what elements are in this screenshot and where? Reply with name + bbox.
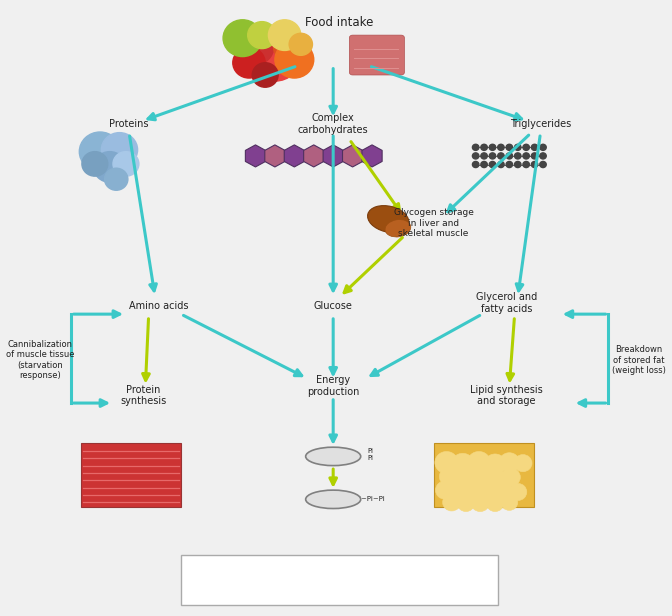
Circle shape xyxy=(458,496,474,512)
Text: Amino acids: Amino acids xyxy=(128,301,188,310)
Circle shape xyxy=(275,41,314,78)
Circle shape xyxy=(489,153,496,159)
Circle shape xyxy=(523,161,530,168)
Circle shape xyxy=(523,144,530,150)
Circle shape xyxy=(479,483,499,501)
Circle shape xyxy=(82,152,108,176)
Circle shape xyxy=(472,153,479,159)
Circle shape xyxy=(515,144,521,150)
Text: ATP: ATP xyxy=(325,495,341,504)
Circle shape xyxy=(93,152,126,182)
Circle shape xyxy=(481,153,487,159)
Circle shape xyxy=(435,452,458,474)
Text: Pi~Pi~Pi: Pi~Pi~Pi xyxy=(356,496,386,502)
Circle shape xyxy=(506,161,513,168)
Text: Protein
synthesis: Protein synthesis xyxy=(120,385,167,407)
Circle shape xyxy=(493,482,513,500)
Text: Anabolic
reactions: Anabolic reactions xyxy=(411,570,450,590)
Ellipse shape xyxy=(306,490,361,509)
Circle shape xyxy=(506,144,513,150)
Circle shape xyxy=(249,32,301,81)
Circle shape xyxy=(540,161,546,168)
Circle shape xyxy=(501,468,520,487)
Circle shape xyxy=(523,153,530,159)
Text: Triglycerides: Triglycerides xyxy=(510,119,571,129)
Circle shape xyxy=(498,153,504,159)
Circle shape xyxy=(467,452,491,474)
Circle shape xyxy=(105,168,128,190)
Ellipse shape xyxy=(385,219,411,237)
Text: ADP: ADP xyxy=(324,452,342,461)
FancyBboxPatch shape xyxy=(181,555,499,606)
Circle shape xyxy=(481,144,487,150)
Circle shape xyxy=(274,34,302,61)
Circle shape xyxy=(101,132,138,167)
Text: Energy
production: Energy production xyxy=(307,375,360,397)
Circle shape xyxy=(532,161,538,168)
FancyBboxPatch shape xyxy=(433,443,534,508)
Circle shape xyxy=(472,161,479,168)
Circle shape xyxy=(532,153,538,159)
Circle shape xyxy=(540,144,546,150)
Text: Breakdown
of stored fat
(weight loss): Breakdown of stored fat (weight loss) xyxy=(612,345,666,375)
Circle shape xyxy=(515,153,521,159)
Text: Glycerol and
fatty acids: Glycerol and fatty acids xyxy=(476,293,538,314)
Circle shape xyxy=(439,467,460,487)
Circle shape xyxy=(498,144,504,150)
Circle shape xyxy=(113,152,139,176)
Text: Glycogen storage
in liver and
skeletal muscle: Glycogen storage in liver and skeletal m… xyxy=(394,208,474,238)
Circle shape xyxy=(443,494,461,511)
Circle shape xyxy=(481,161,487,168)
Circle shape xyxy=(489,161,496,168)
Circle shape xyxy=(248,22,276,49)
Circle shape xyxy=(449,482,470,502)
Circle shape xyxy=(499,453,519,472)
Circle shape xyxy=(514,455,532,472)
Ellipse shape xyxy=(368,206,409,233)
Circle shape xyxy=(540,153,546,159)
Circle shape xyxy=(472,144,479,150)
Circle shape xyxy=(252,63,278,87)
Circle shape xyxy=(435,481,455,500)
Circle shape xyxy=(509,484,527,501)
Text: Glucose: Glucose xyxy=(314,301,353,310)
Circle shape xyxy=(484,454,506,475)
Text: Food intake: Food intake xyxy=(306,17,374,30)
Circle shape xyxy=(469,467,491,488)
Circle shape xyxy=(79,132,121,171)
Circle shape xyxy=(233,47,265,78)
Text: Cannibalization
of muscle tissue
(starvation
response): Cannibalization of muscle tissue (starva… xyxy=(6,340,75,380)
Circle shape xyxy=(485,469,506,488)
Text: Pi
Pi: Pi Pi xyxy=(368,448,374,461)
Circle shape xyxy=(289,33,312,55)
FancyBboxPatch shape xyxy=(349,35,405,75)
Circle shape xyxy=(471,495,489,512)
Circle shape xyxy=(451,453,474,476)
Circle shape xyxy=(498,161,504,168)
Circle shape xyxy=(501,495,517,511)
Text: Proteins: Proteins xyxy=(110,119,149,129)
Text: Lipid synthesis
and storage: Lipid synthesis and storage xyxy=(470,385,543,407)
FancyBboxPatch shape xyxy=(81,443,181,508)
Text: Complex
carbohydrates: Complex carbohydrates xyxy=(298,113,368,135)
Ellipse shape xyxy=(306,447,361,466)
Circle shape xyxy=(268,20,301,51)
Circle shape xyxy=(223,20,262,57)
Circle shape xyxy=(464,481,485,501)
Circle shape xyxy=(489,144,496,150)
Circle shape xyxy=(515,161,521,168)
Circle shape xyxy=(454,468,476,489)
Circle shape xyxy=(487,496,503,512)
Circle shape xyxy=(506,153,513,159)
Circle shape xyxy=(532,144,538,150)
Text: Catabolic
reactions: Catabolic reactions xyxy=(267,570,308,590)
Circle shape xyxy=(237,30,274,65)
